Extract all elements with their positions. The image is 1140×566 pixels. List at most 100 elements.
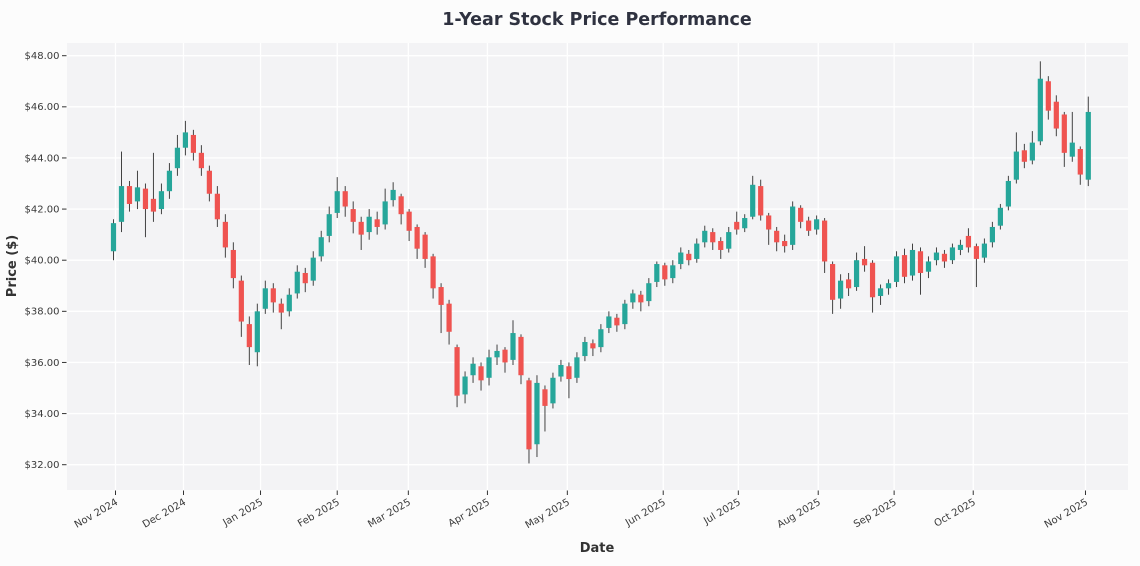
candle-body <box>270 288 276 303</box>
candle-body <box>238 280 244 322</box>
candle-body <box>214 193 220 220</box>
candle-body <box>726 232 732 249</box>
candle-body <box>446 303 452 332</box>
candle-body <box>390 189 396 201</box>
candle-body <box>566 366 572 380</box>
candle-body <box>734 221 740 230</box>
candle-body <box>518 336 524 376</box>
candle-body <box>278 303 284 313</box>
x-tick-label: May 2025 <box>524 497 572 531</box>
candle-body <box>318 237 324 257</box>
candle-body <box>957 244 964 250</box>
candle-body <box>949 247 956 261</box>
candle-body <box>118 186 125 222</box>
candle-body <box>853 260 860 288</box>
candle-body <box>310 257 316 281</box>
candle-body <box>510 333 516 360</box>
candle-body <box>798 207 804 222</box>
candle-body <box>782 241 788 247</box>
candle-body <box>526 380 532 450</box>
candle-body <box>758 186 764 216</box>
candle-body <box>925 261 932 272</box>
x-tick-label: Jan 2025 <box>221 497 266 529</box>
x-tick-label: Nov 2024 <box>73 497 120 531</box>
candle-body <box>462 376 468 395</box>
candle-body <box>806 220 812 231</box>
x-tick-label: Nov 2025 <box>1043 497 1090 531</box>
candle-body <box>710 232 716 243</box>
candle-body <box>254 311 260 353</box>
candle-body <box>774 230 780 243</box>
candle-body <box>1085 111 1091 180</box>
candle-body <box>598 329 604 348</box>
candle-body <box>1045 81 1051 111</box>
candle-body <box>574 357 580 378</box>
candle-body <box>582 342 588 357</box>
candle-body <box>638 294 644 303</box>
candle-body <box>486 357 492 378</box>
y-tick-label: $40.00 <box>25 256 60 267</box>
candle-body <box>933 252 940 261</box>
candle-body <box>901 255 908 277</box>
candle-body <box>382 201 388 225</box>
candle-body <box>845 279 852 289</box>
candle-body <box>1037 78 1043 142</box>
x-tick-label: Jul 2025 <box>701 497 743 527</box>
candle-body <box>174 147 181 169</box>
x-tick-label: Feb 2025 <box>296 497 342 530</box>
candle-body <box>502 349 508 363</box>
candle-body <box>742 218 748 229</box>
candle-body <box>294 271 300 294</box>
candle-body <box>997 207 1003 226</box>
candle-body <box>350 209 356 222</box>
x-axis-label: Date <box>580 541 615 556</box>
candle-body <box>190 134 196 153</box>
candle-body <box>885 283 892 289</box>
x-tick-label: Apr 2025 <box>447 497 492 529</box>
candle-body <box>654 264 660 282</box>
candle-body <box>150 198 157 212</box>
candle-body <box>861 258 868 266</box>
candle-body <box>494 350 500 358</box>
y-tick-label: $44.00 <box>25 153 60 164</box>
candle-body <box>1013 151 1019 180</box>
candle-body <box>917 251 924 273</box>
candle-body <box>374 219 380 227</box>
candle-body <box>158 191 165 210</box>
candle-body <box>1069 142 1075 157</box>
candle-body <box>822 220 828 262</box>
candle-body <box>869 262 876 298</box>
y-tick-label: $36.00 <box>25 358 60 369</box>
x-tick-label: Oct 2025 <box>932 497 977 529</box>
candle-body <box>126 186 133 204</box>
candle-body <box>438 287 444 305</box>
candle-body <box>222 221 228 248</box>
candle-body <box>286 294 292 312</box>
chart-title: 1-Year Stock Price Performance <box>442 10 752 30</box>
candle-body <box>406 211 412 231</box>
candle-body <box>110 223 117 252</box>
candle-body <box>1077 149 1083 175</box>
candle-body <box>622 303 628 325</box>
y-tick-label: $38.00 <box>25 307 60 318</box>
candle-body <box>326 214 332 236</box>
candle-body <box>558 365 564 377</box>
candle-body <box>206 170 212 194</box>
candle-body <box>790 206 796 245</box>
x-tick-label: Jun 2025 <box>623 497 668 529</box>
candle-body <box>893 256 900 282</box>
candle-body <box>414 226 420 249</box>
candle-body <box>142 188 149 210</box>
candle-body <box>837 280 844 299</box>
candle-body <box>302 272 308 284</box>
y-tick-label: $34.00 <box>25 409 60 420</box>
candle-body <box>534 382 540 445</box>
candle-body <box>198 152 204 169</box>
y-axis-label: Price ($) <box>5 235 20 297</box>
candle-body <box>718 241 724 250</box>
x-tick-label: Sep 2025 <box>852 497 899 530</box>
candle-body <box>989 226 995 243</box>
y-tick-label: $46.00 <box>25 102 60 113</box>
candle-body <box>454 347 460 396</box>
